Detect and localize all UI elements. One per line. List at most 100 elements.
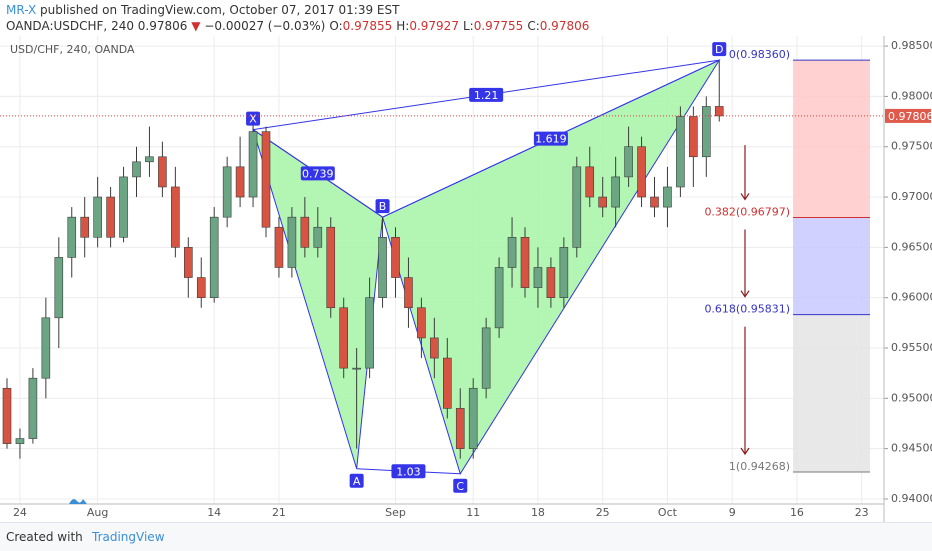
ohlc-key: C:: [527, 19, 540, 33]
fib-label: 1(0.94268): [729, 460, 790, 473]
candle-body: [417, 307, 426, 339]
ohlc-key: H:: [396, 19, 410, 33]
vertex-label: D: [715, 43, 723, 56]
candle-body: [391, 236, 400, 278]
ratio-box: [391, 464, 426, 479]
vertex-box: [349, 473, 364, 488]
arrow-head: [740, 193, 750, 201]
candle-body: [572, 166, 582, 248]
ohlc-value: 0.97855: [342, 19, 393, 33]
vertex-label: A: [353, 475, 361, 488]
candle-body: [650, 196, 659, 208]
symbol: OANDA:USDCHF, 240: [6, 19, 134, 33]
candle-body: [624, 146, 633, 178]
ohlc: O:0.97855 H:0.97927 L:0.97755 C:0.97806: [325, 19, 589, 33]
header-line-2: OANDA:USDCHF, 240 0.97806 ▼ −0.00027 (−0…: [6, 18, 589, 34]
fib-label: 0.618(0.95831): [704, 303, 790, 316]
fib-label: 0.382(0.96797): [704, 205, 790, 218]
arrow-head: [740, 290, 750, 298]
ratio-label: 1.21: [474, 89, 499, 102]
fib-zone: [793, 217, 870, 315]
x-tick-label: 14: [207, 506, 221, 519]
candle-body: [15, 438, 25, 444]
candle-body: [404, 277, 413, 309]
y-tick-label: 0.98000: [891, 89, 932, 102]
candle-body: [28, 377, 38, 439]
candle-body: [196, 277, 206, 298]
vertex-label: X: [249, 113, 257, 126]
candle-body: [637, 146, 646, 198]
y-tick-label: 0.94500: [891, 442, 932, 455]
candle-body: [598, 196, 608, 208]
candle-body: [676, 116, 685, 188]
ohlc-value: 0.97927: [409, 19, 459, 33]
x-tick-label: Sep: [385, 506, 406, 519]
x-tick-label: 24: [13, 506, 27, 519]
pattern-area: [252, 128, 384, 469]
y-tick-label: 0.94000: [891, 492, 932, 505]
candle-body: [184, 247, 193, 278]
y-tick-label: 0.96500: [891, 240, 932, 253]
x-tick-label: 21: [272, 506, 286, 519]
x-tick-label: 16: [790, 506, 804, 519]
vertex-box: [712, 42, 727, 57]
fib-label: 0(0.98360): [729, 48, 790, 61]
candle-body: [507, 236, 517, 268]
candle-body: [442, 357, 452, 409]
candle-body: [585, 166, 595, 198]
y-tick-label: 0.97000: [891, 190, 932, 203]
x-tick-label: Oct: [658, 506, 678, 519]
candle-body: [689, 116, 698, 158]
ohlc-value: 0.97755: [473, 19, 524, 33]
x-tick-label: 25: [596, 506, 610, 519]
y-tick-label: 0.95000: [891, 391, 932, 404]
candle-body: [287, 216, 297, 268]
ratio-label: 1.03: [396, 465, 421, 478]
candle-body: [559, 247, 569, 298]
candle-body: [313, 226, 323, 248]
candle-body: [481, 327, 491, 389]
candle-body: [701, 106, 711, 158]
candle-body: [378, 236, 387, 298]
candle-body: [106, 196, 115, 238]
brand[interactable]: TradingView: [92, 530, 165, 544]
harmonic-pattern: [252, 58, 721, 476]
vertex-label: B: [379, 200, 387, 213]
candle-body: [2, 387, 12, 444]
ohlc-key: L:: [462, 19, 474, 33]
change: −0.00027 (−0.03%): [204, 19, 326, 33]
candle-body: [119, 176, 128, 238]
vertex-box: [246, 111, 261, 126]
author[interactable]: MR-X: [6, 3, 37, 17]
ratio-box: [533, 131, 568, 146]
last-price-label: 0.97806: [888, 110, 932, 123]
candle-body: [546, 267, 556, 298]
price: 0.97806: [137, 19, 188, 33]
fib-zone: [793, 314, 870, 472]
ratio-box: [300, 166, 335, 181]
x-tick-label: 18: [531, 506, 545, 519]
candle-body: [339, 307, 349, 369]
header: MR-X published on TradingView.com, Octob…: [6, 2, 589, 34]
candle-body: [533, 267, 543, 288]
candle-body: [209, 216, 219, 298]
y-tick-label: 0.95500: [891, 341, 932, 354]
candle-body: [611, 176, 620, 208]
candle-body: [145, 156, 154, 163]
y-tick-label: 0.97500: [891, 140, 932, 153]
candle-body: [235, 166, 245, 198]
candle-body: [80, 216, 89, 238]
candle-body: [326, 226, 336, 309]
candle-body: [93, 196, 102, 238]
candle-body: [430, 337, 439, 359]
candle-body: [41, 317, 51, 379]
x-tick-label: Aug: [87, 506, 108, 519]
candle-body: [222, 166, 232, 218]
ohlc-key: O:: [329, 19, 343, 33]
candle-body: [248, 131, 258, 198]
candle-body: [274, 226, 284, 268]
fib-zone: [793, 60, 870, 218]
candle-body: [468, 387, 478, 449]
candle-body: [714, 106, 724, 117]
